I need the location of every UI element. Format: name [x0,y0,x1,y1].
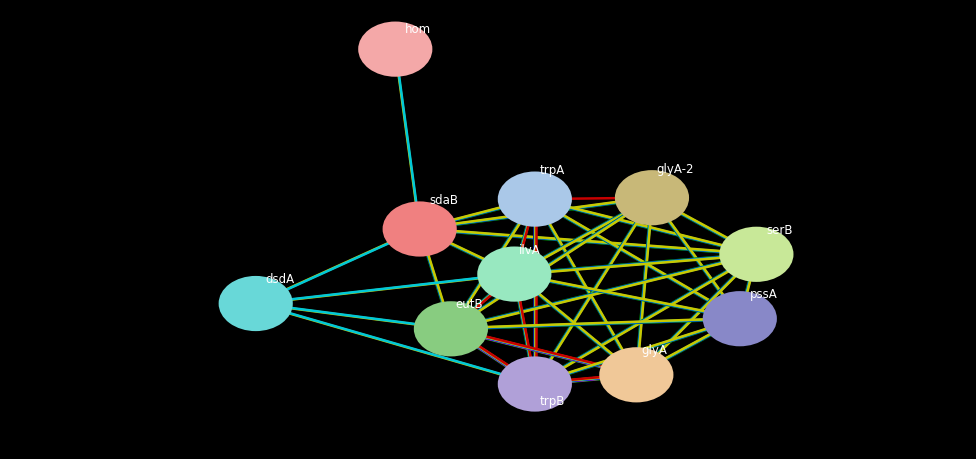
Ellipse shape [477,247,551,302]
Ellipse shape [414,302,488,357]
Text: trpB: trpB [540,394,565,407]
Ellipse shape [383,202,457,257]
Ellipse shape [703,291,777,347]
Text: eutB: eutB [456,298,483,311]
Ellipse shape [498,357,572,412]
Text: trpA: trpA [540,164,565,177]
Ellipse shape [719,227,793,282]
Text: sdaB: sdaB [429,194,459,207]
Text: serB: serB [766,224,793,236]
Ellipse shape [599,347,673,403]
Text: glyA: glyA [641,344,668,357]
Text: glyA-2: glyA-2 [657,162,694,175]
Ellipse shape [219,276,293,331]
Text: dsdA: dsdA [265,273,295,285]
Text: pssA: pssA [750,288,777,301]
Ellipse shape [498,172,572,227]
Text: hom: hom [405,23,431,36]
Ellipse shape [358,22,432,78]
Text: ilvA: ilvA [519,243,541,256]
Ellipse shape [615,171,689,226]
